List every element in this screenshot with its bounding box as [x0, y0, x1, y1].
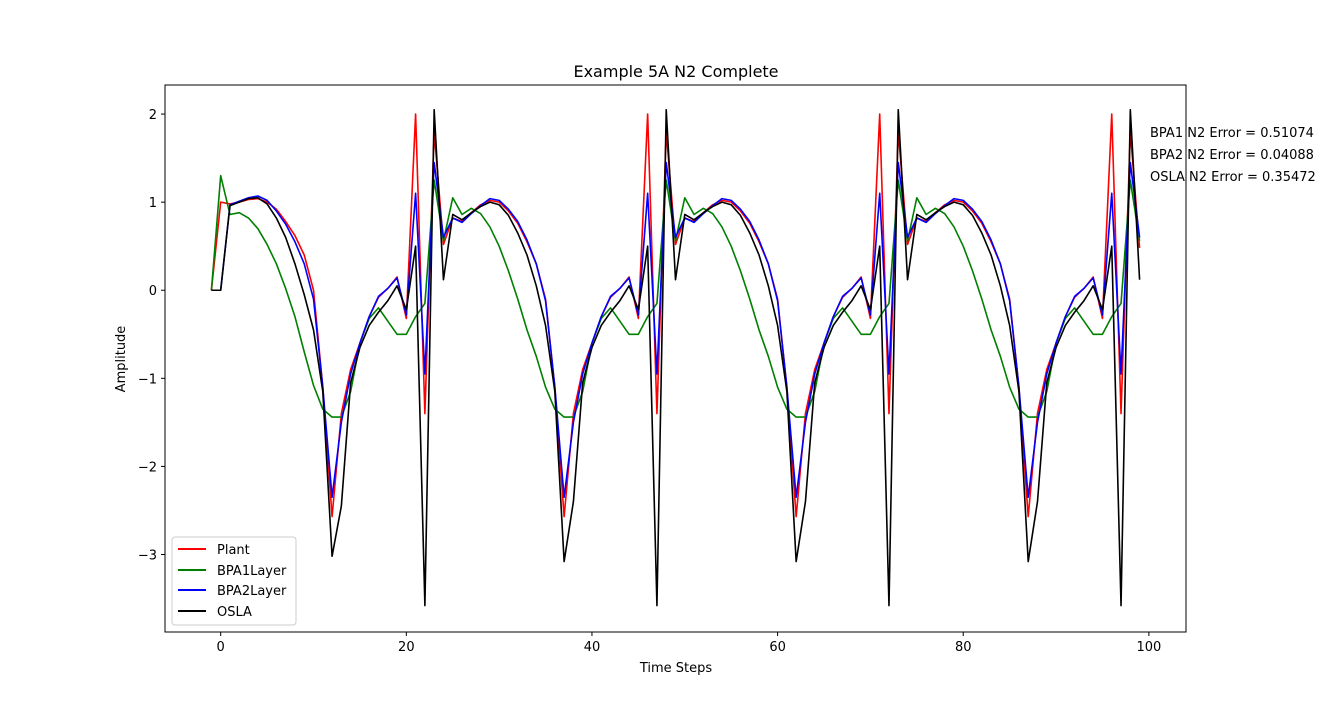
annotation-bpa1-error: BPA1 N2 Error = 0.51074 [1150, 126, 1314, 141]
legend-box [171, 536, 297, 626]
y-tick-label: −3 [138, 548, 157, 563]
y-axis-label: Amplitude [114, 326, 129, 393]
y-tick-label: 2 [149, 108, 157, 123]
legend-label-osla: OSLA [217, 605, 252, 620]
y-axis: −3 −2 −1 0 1 2 [138, 108, 165, 563]
y-tick-label: 0 [149, 284, 157, 299]
legend-item-osla: OSLA [178, 605, 252, 620]
x-tick-label: 40 [584, 640, 601, 655]
annotation-osla-error: OSLA N2 Error = 0.35472 [1150, 170, 1316, 185]
legend-item-bpa1layer: BPA1Layer [178, 564, 287, 579]
series-line-osla [211, 108, 1141, 607]
chart-title: Example 5A N2 Complete [573, 62, 778, 81]
y-tick-label: 1 [149, 196, 157, 211]
y-tick-label: −2 [138, 460, 157, 475]
legend-label-plant: Plant [217, 543, 250, 558]
annotation-bpa2-error: BPA2 N2 Error = 0.04088 [1150, 148, 1314, 163]
series-layer [210, 108, 1141, 607]
x-axis-label: Time Steps [639, 661, 713, 676]
x-tick-label: 60 [769, 640, 786, 655]
legend-item-bpa2layer: BPA2Layer [178, 584, 287, 599]
x-tick-label: 0 [217, 640, 225, 655]
x-tick-label: 100 [1136, 640, 1161, 655]
legend: Plant BPA1Layer BPA2Layer OSLA [171, 536, 297, 626]
plot-frame [164, 84, 1187, 633]
error-annotations: BPA1 N2 Error = 0.51074 BPA2 N2 Error = … [1150, 126, 1316, 185]
x-tick-label: 80 [955, 640, 972, 655]
x-axis: 0 20 40 60 80 100 [217, 632, 1161, 655]
legend-item-plant: Plant [178, 543, 250, 558]
y-tick-label: −1 [138, 372, 157, 387]
legend-label-bpa1layer: BPA1Layer [217, 564, 287, 579]
x-tick-label: 20 [398, 640, 415, 655]
series-line-bpa2layer [211, 161, 1141, 499]
legend-label-bpa2layer: BPA2Layer [217, 584, 287, 599]
